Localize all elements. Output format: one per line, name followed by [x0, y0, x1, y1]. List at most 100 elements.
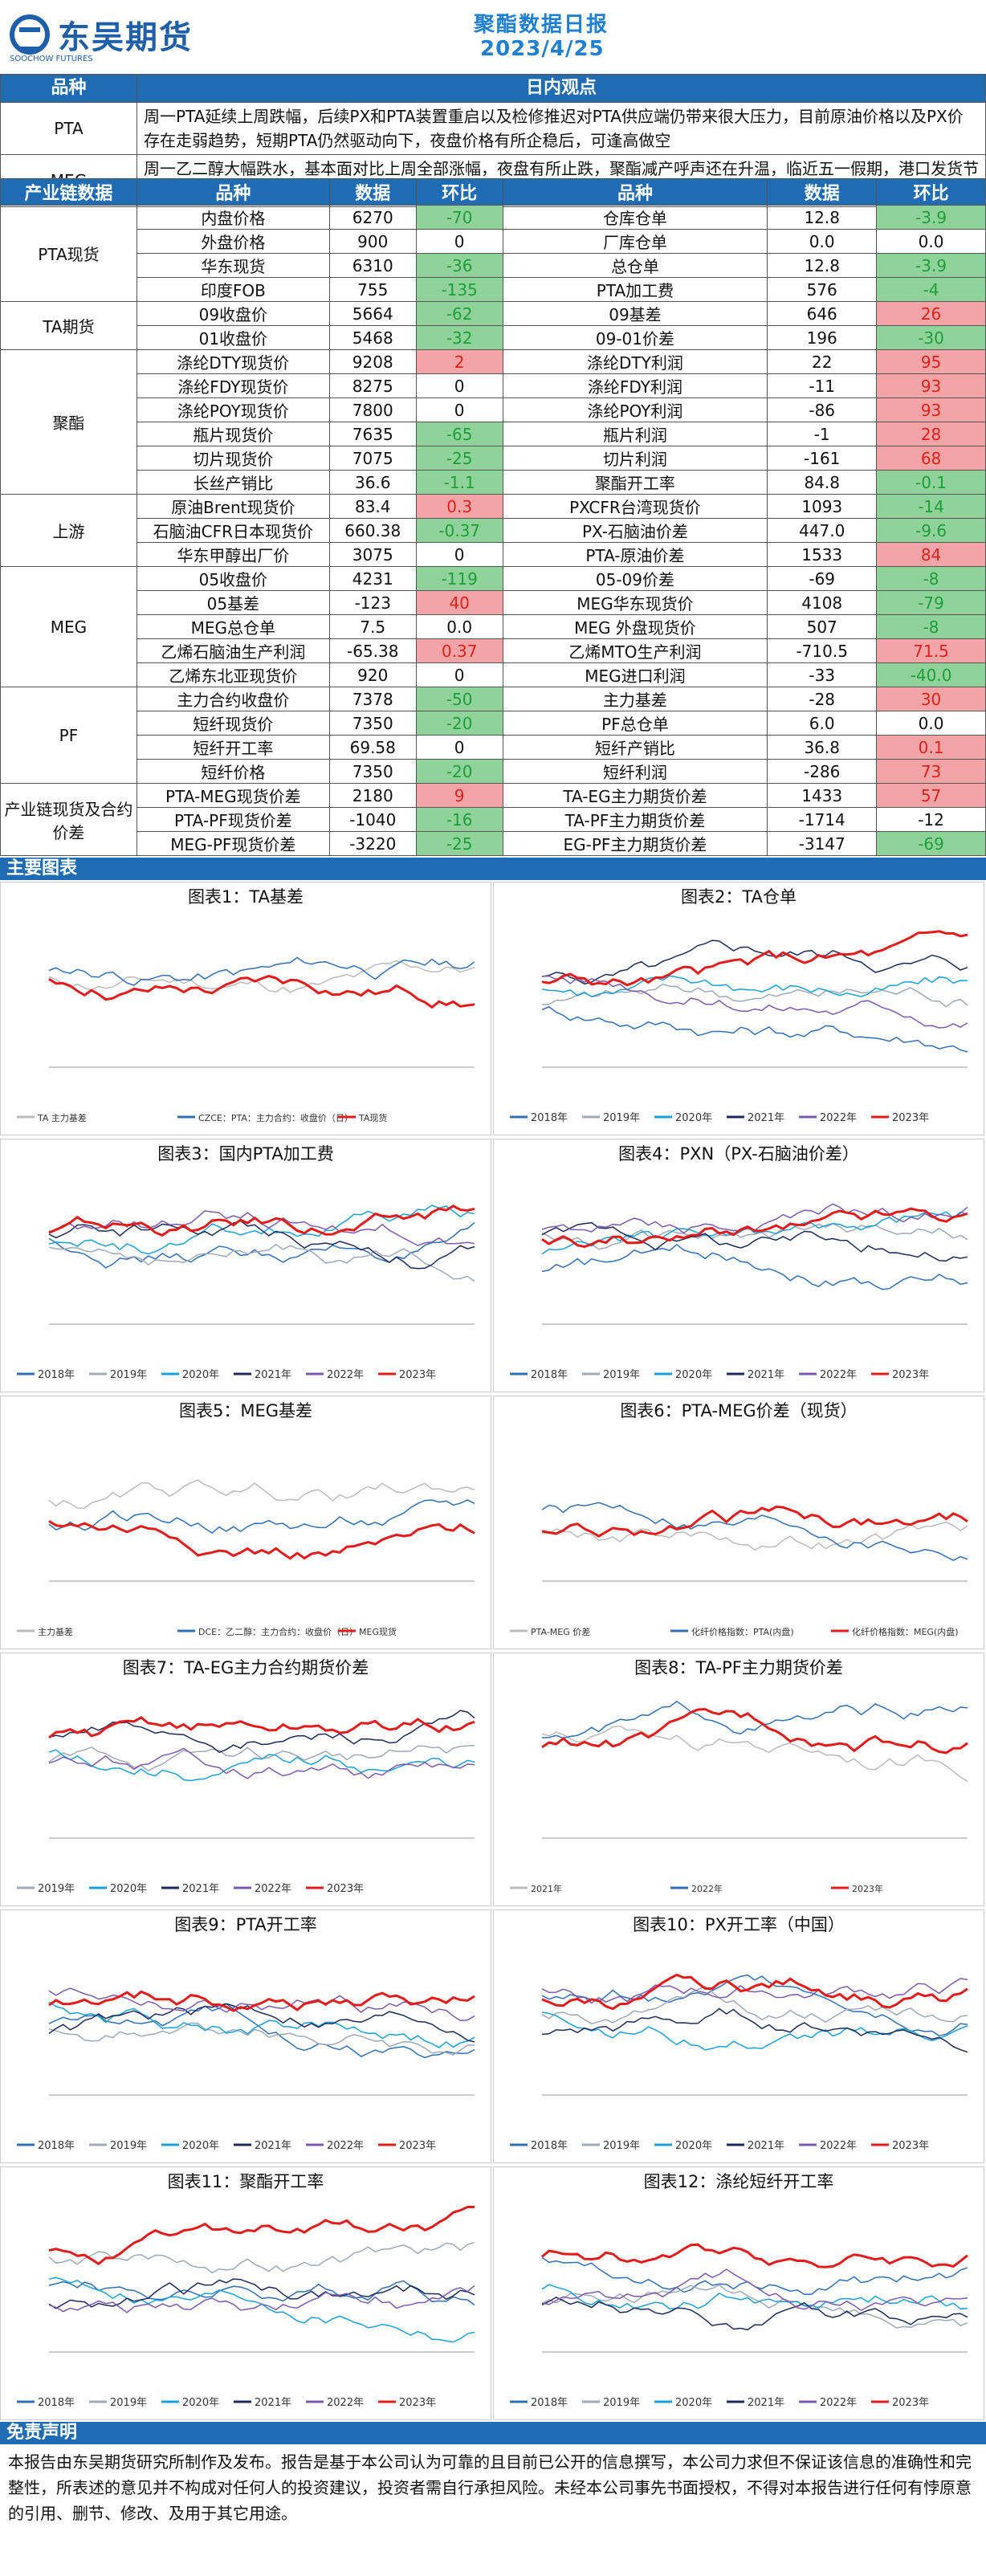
series-line — [541, 2256, 968, 2296]
chart-svg: 2018年 2019年 2020年 2021年 2022年 2023年 — [510, 2243, 968, 2409]
value-cell: 5664 — [328, 301, 417, 326]
value-cell: -11 — [767, 373, 878, 398]
report-title: 聚酯数据日报 — [474, 13, 609, 37]
value-cell: -33 — [767, 662, 878, 687]
value-cell: 7.5 — [328, 614, 417, 639]
series-line — [541, 1006, 968, 1053]
value-cell: -1040 — [328, 807, 417, 832]
chart-title: 图表4：PXN（PX-石脑油价差） — [618, 1144, 859, 1164]
chart-title: 图表7：TA-EG主力合约期货价差 — [122, 1658, 369, 1677]
change-cell: 57 — [876, 783, 986, 808]
item-cell: 外盘价格 — [136, 229, 330, 254]
change-cell: 68 — [876, 446, 986, 471]
value-cell: 69.58 — [328, 735, 417, 760]
legend-label: 2022年 — [820, 1369, 857, 1381]
chart-panel: 图表12：涤纶短纤开工率 2018年 2019年 2020年 2021年 2022年 202… — [493, 2166, 984, 2420]
chart-panel: 图表2：TA仓单 2018年 2019年 2020年 2021年 2022年 2023年 — [493, 882, 984, 1135]
disclaimer-text: 本报告由东吴期货研究所制作及发布。报告是基于本公司认为可靠的且目前已公开的信息撰… — [8, 2452, 972, 2523]
item-cell: 原油Brent现货价 — [136, 494, 330, 519]
change-cell: -9.6 — [876, 518, 986, 543]
view-text: 周一PTA延续上周跌幅，后续PX和PTA装置重启以及检修推迟对PTA供应端仍带来… — [136, 102, 986, 155]
change-cell: -20 — [415, 759, 503, 784]
item-cell: 总仓单 — [502, 253, 768, 278]
change-cell: 0 — [415, 662, 503, 687]
value-cell: -1714 — [767, 807, 878, 832]
change-cell: -79 — [876, 590, 986, 615]
data-row: 涤纶FDY现货价 8275 0 涤纶FDY利润 -11 93 — [1, 373, 986, 398]
group-name: 产业链现货及合约价差 — [0, 783, 137, 856]
value-cell: -1 — [767, 422, 878, 446]
item-cell: 涤纶POY现货价 — [136, 397, 330, 422]
chart-svg: 2021年 2022年 2023年 — [510, 1700, 968, 1894]
item-cell: 短纤产销比 — [502, 735, 768, 760]
series-line — [541, 1725, 968, 1782]
item-cell: 华东现货 — [136, 253, 330, 278]
legend-label: 2019年 — [603, 2397, 640, 2409]
legend-label: 2023年 — [399, 2397, 436, 2409]
change-cell: -8 — [876, 566, 986, 591]
series-line — [48, 2242, 475, 2274]
series-line — [541, 1521, 968, 1551]
legend-label: 2018年 — [531, 2397, 568, 2409]
change-cell: 93 — [876, 397, 986, 422]
series-line — [48, 1749, 475, 1782]
legend-label: 2018年 — [38, 2140, 75, 2152]
chart-svg: 2018年 2019年 2020年 2021年 2022年 2023年 — [510, 1203, 968, 1381]
group-name: 聚酯 — [0, 349, 137, 495]
data-row: PTA-PF现货价差 -1040 -16 TA-PF主力期货价差 -1714 -12 — [1, 807, 986, 832]
value-cell: 12.8 — [767, 205, 878, 230]
value-cell: 0.0 — [767, 229, 878, 254]
data-row: 乙烯石脑油生产利润 -65.38 0.37 乙烯MTO生产利润 -710.5 71.5 — [1, 638, 986, 663]
value-cell: 920 — [328, 662, 417, 687]
series-line — [541, 1207, 968, 1249]
brand-sub: SOOCHOW FUTURES — [10, 55, 93, 63]
legend-label: 2018年 — [38, 1369, 75, 1381]
charts-header: 主要图表 — [0, 858, 986, 880]
data-row: 乙烯东北亚现货价 920 0 MEG进口利润 -33 -40.0 — [1, 662, 986, 687]
item-cell: 华东甲醇出厂价 — [136, 542, 330, 567]
legend-label: 2023年 — [327, 1883, 364, 1895]
chart-svg: PTA-MEG 价差 化纤价格指数：PTA(内盘) 化纤价格指数：MEG(内盘) — [510, 1502, 968, 1637]
item-cell: 主力基差 — [502, 687, 768, 711]
item-cell: 09基差 — [502, 301, 768, 326]
series-line — [541, 930, 968, 987]
data-row: 切片现货价 7075 -25 切片利润 -161 68 — [1, 446, 986, 471]
chart-svg: 2018年 2019年 2020年 2021年 2022年 2023年 — [510, 1973, 968, 2152]
chart-title: 图表1：TA基差 — [188, 887, 304, 907]
data-row: 长丝产销比 36.6 -1.1 聚酯开工率 84.8 -0.1 — [1, 470, 986, 495]
change-cell: 26 — [876, 301, 986, 326]
change-cell: 0.3 — [415, 494, 503, 519]
series-line — [48, 1204, 475, 1255]
item-cell: MEG-PF现货价差 — [136, 831, 330, 856]
legend-label: 2018年 — [531, 2140, 568, 2152]
value-cell: 755 — [328, 277, 417, 302]
col-item-2: 品种 — [502, 178, 768, 206]
series-line — [48, 2285, 475, 2313]
series-line — [541, 2243, 968, 2268]
chart-panel: 图表3：国内PTA加工费 2018年 2019年 2020年 2021年 2022年 202… — [0, 1139, 491, 1392]
group-name: 上游 — [0, 494, 137, 567]
legend-label: 2022年 — [327, 2140, 364, 2152]
value-cell: 196 — [767, 325, 878, 350]
change-cell: -70 — [415, 205, 503, 230]
item-cell: 05-09价差 — [502, 566, 768, 591]
item-cell: 长丝产销比 — [136, 470, 330, 495]
legend-label: 主力基差 — [38, 1626, 73, 1637]
col-value: 数据 — [328, 178, 417, 206]
data-row: 瓶片现货价 7635 -65 瓶片利润 -1 28 — [1, 422, 986, 446]
series-line — [541, 1985, 968, 2025]
item-cell: EG-PF主力期货价差 — [502, 831, 768, 856]
item-cell: MEG进口利润 — [502, 662, 768, 687]
report-header: 东吴期货 SOOCHOW FUTURES 聚酯数据日报 2023/4/25 — [0, 0, 986, 72]
report-date: 2023/4/25 — [480, 37, 605, 61]
data-row: 石脑油CFR日本现货价 660.38 -0.37 PX-石脑油价差 447.0 -9.6 — [1, 518, 986, 543]
data-row: 涤纶POY现货价 7800 0 涤纶POY利润 -86 93 — [1, 397, 986, 422]
change-cell: 95 — [876, 349, 986, 374]
item-cell: 主力合约收盘价 — [136, 687, 330, 711]
legend-label: 2023年 — [892, 1369, 929, 1381]
value-cell: 1533 — [767, 542, 878, 567]
series-line — [541, 1243, 968, 1290]
legend-label: 2020年 — [182, 2140, 219, 2152]
value-cell: 8275 — [328, 373, 417, 398]
item-cell: 涤纶DTY现货价 — [136, 349, 330, 374]
